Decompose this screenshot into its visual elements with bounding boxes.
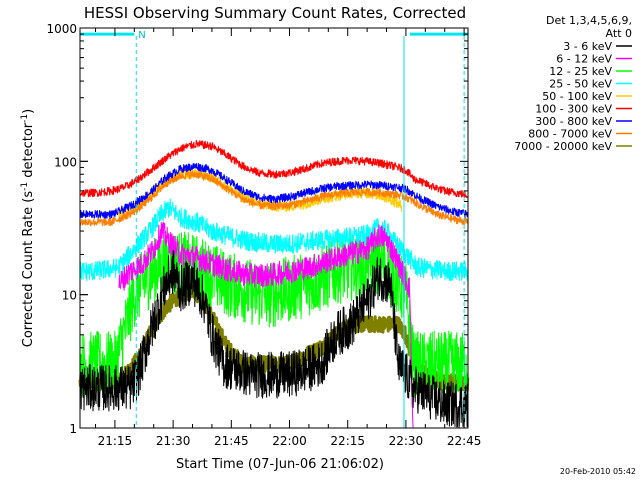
legend-item-label: 3 - 6 keV	[563, 40, 612, 53]
x-tick-label: 22:30	[389, 434, 424, 448]
legend-item-label: 6 - 12 keV	[556, 53, 612, 66]
series-6-12-kev-line	[118, 221, 414, 429]
axes: 1 10 100 1000 21:15 21:30 21:45 22:00 22:15 22:30…	[46, 22, 481, 448]
legend-header-line1: Det 1,3,4,5,6,9,	[546, 14, 632, 27]
plot-area: N	[78, 30, 470, 429]
legend-item-label: 7000 - 20000 keV	[514, 140, 612, 153]
y-axis-label-sup1: -1	[20, 182, 30, 191]
y-axis-label-sup2: -1	[20, 114, 30, 123]
legend-item-label: 25 - 50 keV	[549, 78, 612, 91]
x-axis-label: Start Time (07-Jun-06 21:06:02)	[176, 457, 384, 472]
x-tick-label: 22:15	[330, 434, 365, 448]
legend-item-label: 300 - 800 keV	[535, 115, 612, 128]
x-tick-label: 22:45	[447, 434, 482, 448]
y-tick-label: 10	[62, 289, 77, 303]
series-3-6-kev-line	[79, 250, 469, 428]
y-axis-label: Corrected Count Rate (s-1 detector-1)	[20, 109, 36, 347]
series-25-50-kev-line	[79, 198, 469, 282]
y-axis-label-part2: detector	[21, 122, 36, 182]
x-tick-label: 21:30	[156, 434, 191, 448]
chart-title: HESSI Observing Summary Count Rates, Cor…	[84, 4, 466, 22]
legend-item-label: 50 - 100 keV	[542, 90, 612, 103]
y-tick-label: 1000	[46, 22, 77, 36]
legend-item-label: 100 - 300 keV	[535, 103, 612, 116]
legend-item-label: 12 - 25 keV	[549, 65, 612, 78]
flag-label-1: N	[138, 30, 145, 41]
legend-item-label: 800 - 7000 keV	[528, 128, 612, 141]
y-axis-label-part1: Corrected Count Rate (s	[21, 191, 36, 348]
y-tick-label: 1	[69, 422, 77, 436]
x-tick-label: 21:15	[98, 434, 133, 448]
series-100-300-kev-line	[79, 139, 468, 199]
legend-header-line2: Att 0	[606, 27, 632, 40]
footer-timestamp: 20-Feb-2010 05:42	[560, 467, 636, 476]
series-800-7000-kev-line	[79, 170, 469, 227]
x-tick-label: 21:45	[214, 434, 249, 448]
y-tick-label: 100	[54, 155, 77, 169]
plot-frame	[79, 27, 469, 429]
series-300-800-kev-line	[79, 162, 469, 219]
x-tick-label: 22:00	[272, 434, 307, 448]
y-axis-label-part3: )	[21, 109, 36, 114]
